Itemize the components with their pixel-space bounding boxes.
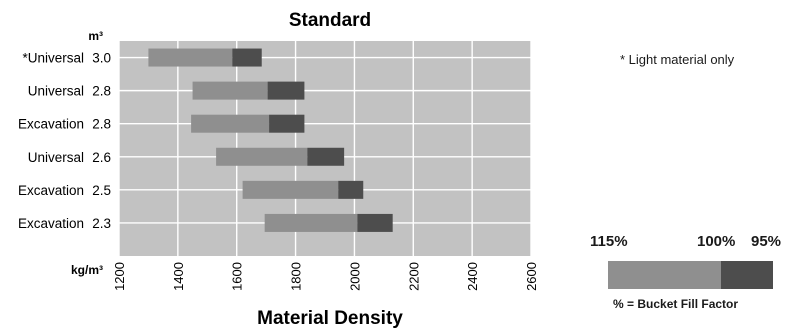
category-size: 2.6 [92,150,111,165]
bars [148,48,393,232]
category-size: 2.8 [92,84,111,99]
bar-segment-115 [264,213,358,232]
x-tick-label: 1600 [230,262,245,291]
bar-segment-115 [148,48,233,67]
bar-segment-100-95 [267,81,305,100]
category-size: 2.3 [92,216,111,231]
footnote: * Light material only [620,52,735,67]
bar-segment-100-95 [232,48,262,67]
legend-label-95: 95% [751,233,782,250]
y-unit-label: m³ [88,29,103,43]
x-tick-label: 2600 [524,262,539,291]
x-tick-labels: 1200 1400 1600 1800 2000 2200 2400 2600 [112,262,539,291]
bar-segment-115 [216,147,308,166]
x-unit-label: kg/m³ [71,263,103,277]
x-axis-title: Material Density [257,308,403,329]
bar-segment-115 [191,114,270,133]
fill-factor-legend [608,261,773,289]
legend-swatch-100-95 [721,261,773,289]
density-chart: *Universal 3.0 Universal 2.8 Excavation 2.8 Un… [18,10,539,329]
category-size: 2.5 [92,183,111,198]
chart-title: Standard [289,10,371,31]
category-name: *Universal [22,51,84,66]
bar-segment-100-95 [269,114,305,133]
x-tick-label: 1800 [289,262,304,291]
category-name: Universal [28,84,84,99]
legend-label-100: 100% [697,233,736,250]
x-tick-label: 1200 [112,262,127,291]
bar-segment-100-95 [307,147,345,166]
legend-swatch-115 [608,261,721,289]
bar-segment-100-95 [357,213,393,232]
category-labels: *Universal 3.0 Universal 2.8 Excavation 2.8 Un… [18,51,111,231]
x-tick-label: 2200 [406,262,421,291]
category-name: Universal [28,150,84,165]
category-name: Excavation [18,183,84,198]
legend-label-115: 115% [590,233,628,250]
category-name: Excavation [18,216,84,231]
category-size: 2.8 [92,117,111,132]
x-tick-label: 2400 [465,262,480,291]
bar-segment-100-95 [338,180,364,199]
legend-caption: % = Bucket Fill Factor [613,297,739,311]
category-size: 3.0 [92,51,111,66]
x-tick-label: 1400 [171,262,186,291]
x-tick-label: 2000 [347,262,362,291]
category-name: Excavation [18,117,84,132]
bar-segment-115 [242,180,339,199]
bar-segment-115 [192,81,268,100]
